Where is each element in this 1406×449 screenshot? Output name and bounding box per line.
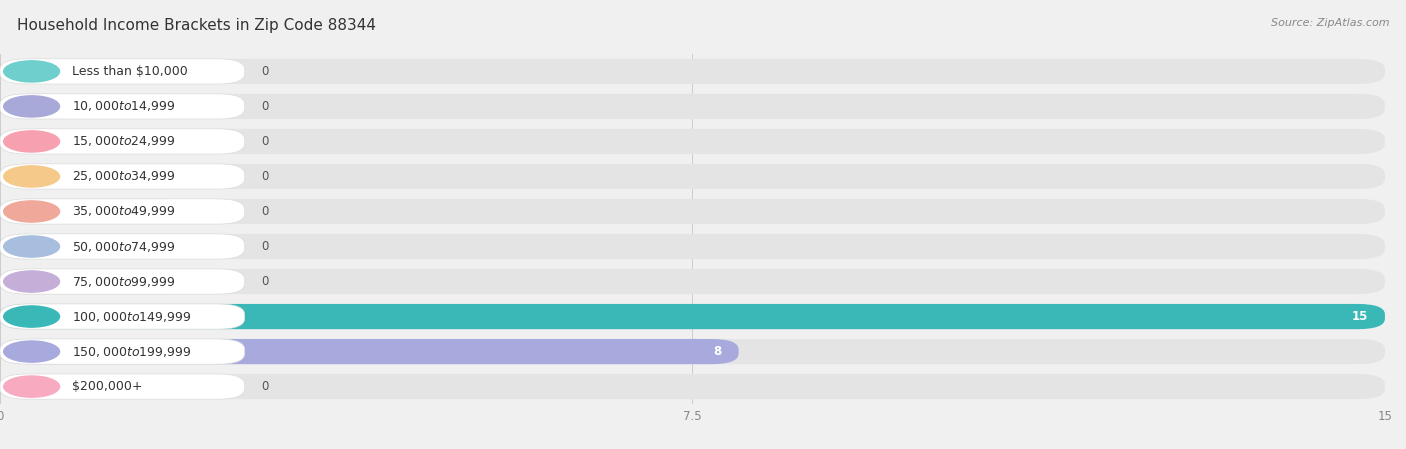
Text: Household Income Brackets in Zip Code 88344: Household Income Brackets in Zip Code 88… xyxy=(17,18,375,33)
FancyBboxPatch shape xyxy=(0,199,195,224)
Text: $50,000 to $74,999: $50,000 to $74,999 xyxy=(73,239,176,254)
Circle shape xyxy=(4,376,59,397)
FancyBboxPatch shape xyxy=(0,269,195,294)
FancyBboxPatch shape xyxy=(0,129,1385,154)
FancyBboxPatch shape xyxy=(0,374,195,399)
Text: $200,000+: $200,000+ xyxy=(73,380,143,393)
Text: 0: 0 xyxy=(262,380,269,393)
FancyBboxPatch shape xyxy=(0,339,245,364)
FancyBboxPatch shape xyxy=(0,304,1385,329)
Text: 0: 0 xyxy=(262,135,269,148)
FancyBboxPatch shape xyxy=(0,199,1385,224)
FancyBboxPatch shape xyxy=(0,59,195,84)
Circle shape xyxy=(4,131,59,152)
Text: 0: 0 xyxy=(262,205,269,218)
FancyBboxPatch shape xyxy=(0,59,1385,84)
Text: 0: 0 xyxy=(262,275,269,288)
Text: $25,000 to $34,999: $25,000 to $34,999 xyxy=(73,169,176,184)
FancyBboxPatch shape xyxy=(0,94,245,119)
Circle shape xyxy=(4,201,59,222)
FancyBboxPatch shape xyxy=(0,269,1385,294)
Text: $100,000 to $149,999: $100,000 to $149,999 xyxy=(73,309,191,324)
Circle shape xyxy=(4,306,59,327)
FancyBboxPatch shape xyxy=(0,164,195,189)
FancyBboxPatch shape xyxy=(0,94,195,119)
FancyBboxPatch shape xyxy=(0,59,245,84)
FancyBboxPatch shape xyxy=(0,129,195,154)
FancyBboxPatch shape xyxy=(0,339,738,364)
Circle shape xyxy=(4,166,59,187)
FancyBboxPatch shape xyxy=(0,269,245,294)
FancyBboxPatch shape xyxy=(0,234,245,259)
Text: 0: 0 xyxy=(262,100,269,113)
FancyBboxPatch shape xyxy=(0,129,245,154)
Text: 8: 8 xyxy=(714,345,723,358)
FancyBboxPatch shape xyxy=(0,234,1385,259)
Text: $75,000 to $99,999: $75,000 to $99,999 xyxy=(73,274,176,289)
Text: 0: 0 xyxy=(262,240,269,253)
FancyBboxPatch shape xyxy=(0,164,1385,189)
Text: 0: 0 xyxy=(262,170,269,183)
FancyBboxPatch shape xyxy=(0,234,195,259)
Circle shape xyxy=(4,236,59,257)
Text: $15,000 to $24,999: $15,000 to $24,999 xyxy=(73,134,176,149)
Text: Source: ZipAtlas.com: Source: ZipAtlas.com xyxy=(1271,18,1389,28)
FancyBboxPatch shape xyxy=(0,304,245,329)
FancyBboxPatch shape xyxy=(0,374,1385,399)
Circle shape xyxy=(4,61,59,82)
Text: $35,000 to $49,999: $35,000 to $49,999 xyxy=(73,204,176,219)
FancyBboxPatch shape xyxy=(0,304,1385,329)
Circle shape xyxy=(4,271,59,292)
Circle shape xyxy=(4,341,59,362)
Text: $150,000 to $199,999: $150,000 to $199,999 xyxy=(73,344,191,359)
Text: 15: 15 xyxy=(1353,310,1368,323)
FancyBboxPatch shape xyxy=(0,339,1385,364)
FancyBboxPatch shape xyxy=(0,199,245,224)
Text: $10,000 to $14,999: $10,000 to $14,999 xyxy=(73,99,176,114)
Text: 0: 0 xyxy=(262,65,269,78)
Circle shape xyxy=(4,96,59,117)
FancyBboxPatch shape xyxy=(0,374,245,399)
Text: Less than $10,000: Less than $10,000 xyxy=(73,65,188,78)
FancyBboxPatch shape xyxy=(0,94,1385,119)
FancyBboxPatch shape xyxy=(0,164,245,189)
